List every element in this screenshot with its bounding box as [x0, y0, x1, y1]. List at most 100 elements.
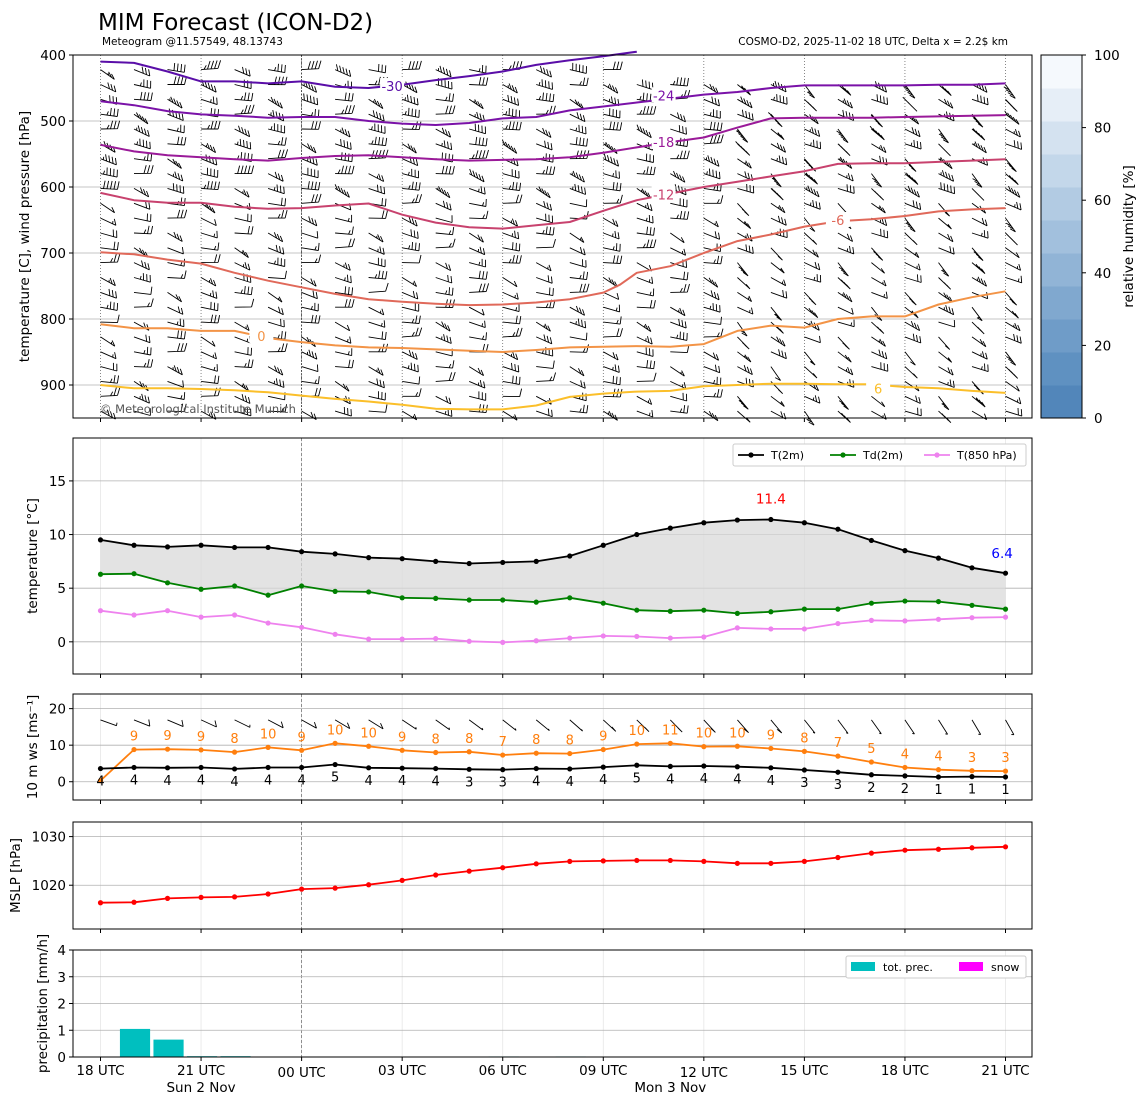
td2m-point	[1002, 606, 1009, 612]
wind-barb	[435, 215, 453, 223]
wind-barb	[871, 291, 888, 299]
wind-barb	[502, 277, 518, 288]
speed-label: 4	[733, 773, 741, 788]
wind-barb	[938, 98, 954, 109]
wind-frame	[72, 693, 1033, 801]
speed-point	[902, 773, 908, 779]
wind-barb	[234, 381, 250, 392]
wind-barb	[1005, 140, 1023, 150]
wind-barb	[703, 83, 719, 94]
colorbar-frame	[1040, 54, 1083, 419]
wind-barb	[971, 173, 983, 188]
wind-barb	[938, 128, 949, 144]
wind-barb	[837, 262, 849, 277]
wind-barb	[603, 61, 623, 71]
wind-barb	[234, 138, 252, 150]
colorbar-step	[1041, 220, 1082, 254]
copyright-label: © Meteorological Institute Munich	[100, 402, 296, 416]
mslp-point	[500, 865, 506, 871]
t850-point	[969, 615, 975, 621]
wind-barb	[268, 137, 287, 146]
wind-barb	[569, 332, 588, 341]
wind-barb	[435, 371, 456, 382]
gust-point	[667, 740, 673, 746]
wind-barb	[636, 276, 654, 285]
wind-barb	[100, 387, 121, 397]
wind-barb	[938, 396, 950, 411]
speed-label: 3	[834, 778, 842, 793]
wind-barb	[334, 336, 352, 344]
wind-barb	[100, 375, 120, 384]
wind-barb	[804, 292, 817, 306]
t850-point	[466, 638, 472, 644]
wind-barb	[234, 347, 252, 356]
wind-barb	[871, 81, 888, 93]
gust-label: 9	[297, 730, 305, 745]
wind-barb	[737, 365, 753, 375]
gust-label: 5	[867, 742, 875, 757]
wind-barb	[904, 247, 920, 258]
wind-barb	[837, 245, 855, 255]
wind-barb	[938, 305, 955, 316]
chart-subtitle-location: Meteogram @11.57549, 48.13743	[102, 36, 283, 48]
t2m-point	[835, 526, 841, 532]
temp-ytick-label: 10	[49, 528, 66, 544]
gust-point	[533, 750, 539, 756]
legend-label-snow: snow	[991, 961, 1019, 974]
wind-barb	[100, 253, 121, 264]
t850-point	[634, 633, 640, 640]
wind-barb	[335, 226, 354, 235]
wind-barb	[167, 292, 183, 303]
wind-barb	[569, 199, 588, 208]
wind-barb	[938, 262, 950, 277]
td2m-point	[131, 571, 137, 577]
wind-barb	[234, 298, 255, 308]
wind-barb	[971, 141, 987, 154]
upper-air-panel: 400 500 600 700 800 900 -30 -24 -18 -12 -6 0 6 © Mete…	[17, 48, 1033, 426]
wind-barb	[569, 112, 586, 123]
wind-barb	[703, 195, 724, 204]
wind-barb	[703, 376, 722, 386]
prec-ytick-label: 1	[57, 1023, 66, 1039]
wind-barb	[368, 210, 388, 219]
wind-barb	[904, 351, 916, 366]
wind-barb	[234, 165, 255, 175]
speed-label: 4	[230, 775, 238, 790]
wind-barb	[971, 321, 985, 335]
wind-barb	[670, 125, 687, 135]
wind-barb	[468, 306, 485, 316]
wind-barb	[301, 181, 321, 191]
wind-barb	[804, 126, 821, 137]
wind-barb	[502, 362, 520, 373]
isotherm-line	[100, 158, 1006, 230]
wind-barb	[636, 395, 653, 405]
wind-barb	[334, 139, 352, 150]
wind-barb	[334, 262, 351, 271]
wind-barb	[268, 343, 288, 353]
wind-barb	[938, 351, 953, 363]
wind-barb	[368, 110, 385, 122]
wind-barb	[737, 171, 754, 182]
wind-barb	[770, 290, 788, 299]
wind-barb	[402, 107, 420, 118]
precipitation-legend: tot. prec. snow	[845, 955, 1027, 979]
wind-barb	[1005, 407, 1023, 417]
surface-wind-barb	[502, 719, 517, 731]
wind-barb	[167, 183, 185, 194]
wind-barb	[435, 78, 453, 90]
wind-barb	[402, 194, 423, 204]
wind-barb	[770, 366, 781, 381]
wind-barb	[301, 143, 317, 154]
gust-line	[99, 742, 1006, 782]
wind-barb	[670, 137, 689, 147]
t2m-point	[265, 544, 271, 551]
wind-barb	[971, 336, 987, 348]
wind-barb	[267, 244, 285, 255]
td2m-line	[100, 572, 1006, 615]
wind-barb	[234, 359, 254, 368]
wind-barb	[301, 193, 322, 204]
wind-barb	[301, 290, 318, 300]
wind-ytick-label: 0	[57, 775, 66, 791]
wind-barb	[334, 406, 352, 417]
